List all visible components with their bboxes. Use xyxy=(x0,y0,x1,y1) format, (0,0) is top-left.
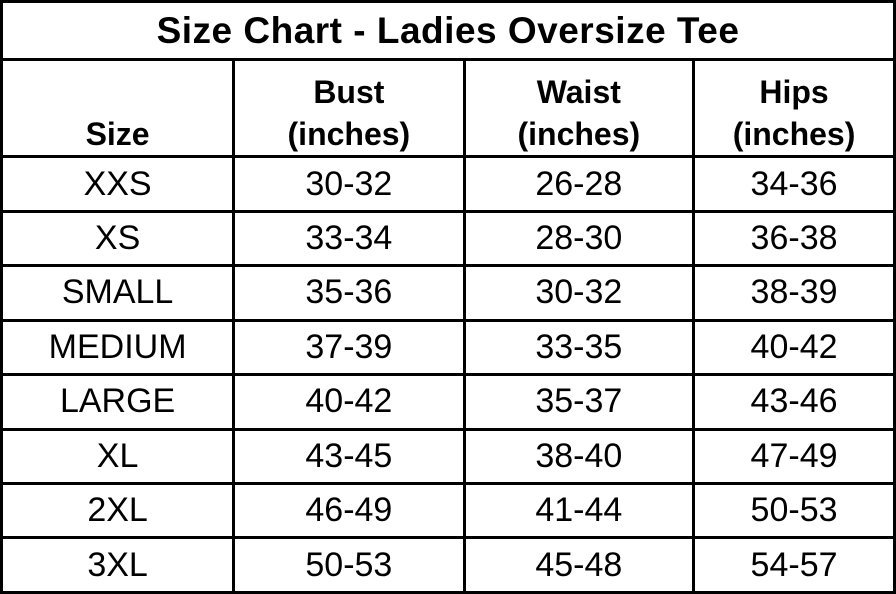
bust-cell: 35-36 xyxy=(232,264,466,322)
hips-cell: 43-46 xyxy=(692,373,896,431)
header-label: Bust xyxy=(313,73,385,110)
table-row-2xl: 2XL 46-49 41-44 50-53 xyxy=(0,482,896,540)
size-cell: 2XL xyxy=(0,482,236,540)
column-header-size: Size xyxy=(0,58,236,159)
bust-cell: 30-32 xyxy=(232,155,466,213)
table-row-medium: MEDIUM 37-39 33-35 40-42 xyxy=(0,318,896,377)
header-label: Hips xyxy=(759,73,829,110)
hips-cell: 40-42 xyxy=(692,318,896,377)
hips-cell: 36-38 xyxy=(692,209,896,268)
size-cell: LARGE xyxy=(0,373,236,431)
header-label: Size xyxy=(85,116,150,153)
bust-cell: 40-42 xyxy=(232,373,466,431)
hips-cell: 50-53 xyxy=(692,482,896,540)
bust-cell: 33-34 xyxy=(232,209,466,268)
header-label: Waist xyxy=(536,73,621,110)
size-cell: 3XL xyxy=(0,536,236,594)
hips-cell: 34-36 xyxy=(692,155,896,213)
size-cell: XXS xyxy=(0,155,236,213)
size-cell: MEDIUM xyxy=(0,318,236,377)
waist-cell: 26-28 xyxy=(462,155,696,213)
table-title: Size Chart - Ladies Oversize Tee xyxy=(0,0,896,62)
column-header-waist: Waist (inches) xyxy=(462,58,696,159)
hips-cell: 54-57 xyxy=(692,536,896,594)
waist-cell: 38-40 xyxy=(462,427,696,486)
column-header-bust: Bust (inches) xyxy=(232,58,466,159)
table-row-xxs: XXS 30-32 26-28 34-36 xyxy=(0,155,896,213)
header-row: Size Bust (inches) Waist (inches) Hips (… xyxy=(0,58,896,159)
table-row-large: LARGE 40-42 35-37 43-46 xyxy=(0,373,896,431)
waist-cell: 28-30 xyxy=(462,209,696,268)
bust-cell: 43-45 xyxy=(232,427,466,486)
size-cell: XL xyxy=(0,427,236,486)
header-unit: (inches) xyxy=(287,116,411,153)
bust-cell: 50-53 xyxy=(232,536,466,594)
header-unit: (inches) xyxy=(517,116,641,153)
waist-cell: 45-48 xyxy=(462,536,696,594)
hips-cell: 47-49 xyxy=(692,427,896,486)
size-cell: SMALL xyxy=(0,264,236,322)
title-row: Size Chart - Ladies Oversize Tee xyxy=(0,0,896,62)
hips-cell: 38-39 xyxy=(692,264,896,322)
waist-cell: 33-35 xyxy=(462,318,696,377)
table-row-xl: XL 43-45 38-40 47-49 xyxy=(0,427,896,486)
waist-cell: 35-37 xyxy=(462,373,696,431)
size-cell: XS xyxy=(0,209,236,268)
waist-cell: 41-44 xyxy=(462,482,696,540)
table-row-xs: XS 33-34 28-30 36-38 xyxy=(0,209,896,268)
table-row-3xl: 3XL 50-53 45-48 54-57 xyxy=(0,536,896,594)
waist-cell: 30-32 xyxy=(462,264,696,322)
column-header-hips: Hips (inches) xyxy=(692,58,896,159)
bust-cell: 46-49 xyxy=(232,482,466,540)
table-row-small: SMALL 35-36 30-32 38-39 xyxy=(0,264,896,322)
header-unit: (inches) xyxy=(732,116,856,153)
bust-cell: 37-39 xyxy=(232,318,466,377)
